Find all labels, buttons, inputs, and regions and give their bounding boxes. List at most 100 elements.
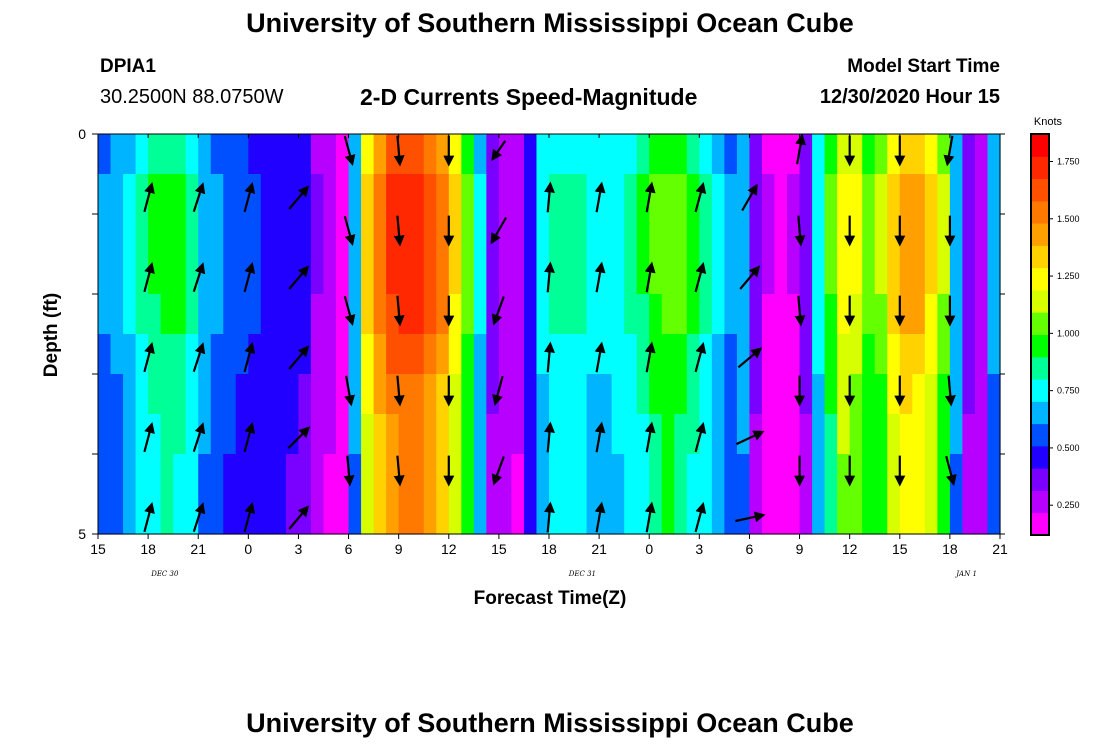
heatmap-cell — [436, 174, 450, 215]
heatmap-cell — [411, 134, 425, 175]
heatmap-cell — [461, 174, 475, 215]
heatmap-cell — [336, 214, 350, 255]
heatmap-cell — [173, 174, 187, 215]
heatmap-cell — [223, 294, 237, 335]
current-arrow — [143, 181, 155, 213]
heatmap-cell — [962, 334, 976, 375]
heatmap-cell — [899, 174, 913, 215]
heatmap-cell — [599, 334, 613, 375]
current-arrow — [490, 216, 508, 245]
heatmap-cell — [135, 414, 149, 455]
heatmap-cell — [486, 334, 500, 375]
heatmap-cell — [461, 374, 475, 415]
heatmap-cell — [987, 494, 1001, 535]
current-arrow — [594, 261, 606, 293]
heatmap-cell — [549, 414, 563, 455]
heatmap-cell — [862, 374, 876, 415]
heatmap-cell — [361, 414, 375, 455]
heatmap-cell — [837, 374, 851, 415]
heatmap-cell — [974, 494, 989, 535]
heatmap-cell — [536, 214, 550, 255]
heatmap-cell — [586, 374, 600, 415]
current-arrow — [287, 426, 311, 449]
heatmap-cell — [323, 174, 337, 215]
heatmap-cell — [887, 294, 901, 335]
heatmap-cell — [135, 134, 149, 175]
heatmap-cell — [761, 454, 776, 495]
axes: 15 18 21 0 3 6 9 12 15 18 21 0 3 6 9 12 15 18 21 DEC 30 DEC … — [78, 126, 1008, 578]
heatmap-cell — [273, 174, 287, 215]
heatmap-cell — [912, 174, 926, 215]
heatmap-cell — [686, 374, 700, 415]
heatmap-cell — [799, 414, 813, 455]
heatmap-cell — [336, 294, 350, 335]
heatmap-cell — [686, 174, 700, 215]
heatmap-cell — [711, 294, 725, 335]
heatmap-cell — [724, 494, 738, 535]
heatmap-cell — [348, 334, 362, 375]
heatmap-cell — [686, 494, 700, 535]
heatmap-cell — [574, 214, 588, 255]
heatmap-cell — [774, 454, 788, 495]
heatmap-cell — [123, 134, 137, 175]
heatmap-cell — [636, 214, 650, 255]
date-label: DEC 30 — [150, 570, 179, 578]
heatmap-cell — [699, 454, 713, 495]
heatmap-cell — [160, 294, 174, 335]
heatmap-cell — [849, 214, 863, 255]
heatmap-cell — [448, 294, 462, 335]
heatmap-cell — [736, 494, 751, 535]
heatmap-cell — [599, 134, 613, 175]
heatmap-cell — [498, 134, 513, 175]
heatmap-cell — [624, 334, 638, 375]
heatmap-cell — [323, 214, 337, 255]
heatmap-cell — [160, 254, 174, 295]
chart-title: 2-D Currents Speed-Magnitude — [360, 84, 698, 110]
heatmap-cell — [924, 134, 938, 175]
heatmap-cell — [874, 294, 888, 335]
heatmap-cell — [436, 454, 450, 495]
station-coordinates: 30.2500N 88.0750W — [100, 86, 284, 108]
heatmap-cell — [599, 294, 613, 335]
heatmap-cell — [699, 374, 713, 415]
heatmap-cell — [473, 334, 487, 375]
heatmap-cell — [486, 494, 500, 535]
heatmap-cell — [473, 374, 487, 415]
heatmap-cell — [423, 134, 437, 175]
heatmap-cell — [661, 294, 675, 335]
heatmap-cell — [874, 454, 888, 495]
heatmap-cell — [962, 134, 976, 175]
heatmap-cell — [511, 214, 525, 255]
heatmap-cell — [185, 174, 199, 215]
heatmap-cell — [837, 334, 851, 375]
heatmap-cell — [924, 254, 938, 295]
current-arrow — [192, 262, 206, 293]
heatmap-cell — [686, 294, 700, 335]
heatmap-cell — [423, 334, 437, 375]
heatmap-cell — [185, 334, 199, 375]
x-tick-label: 3 — [295, 541, 303, 557]
heatmap-cell — [962, 174, 976, 215]
heatmap-cell — [373, 214, 387, 255]
heatmap-cell — [123, 214, 137, 255]
heatmap-cell — [837, 174, 851, 215]
heatmap-cell — [536, 374, 550, 415]
heatmap-cell — [285, 374, 300, 415]
current-arrow — [943, 135, 955, 167]
heatmap-cell — [849, 414, 863, 455]
heatmap-cell — [912, 454, 926, 495]
current-arrow — [544, 421, 555, 453]
heatmap-cell — [724, 134, 738, 175]
heatmap-cell — [837, 454, 851, 495]
heatmap-cell — [812, 334, 826, 375]
heatmap-cell — [837, 294, 851, 335]
heatmap-cell — [185, 414, 199, 455]
current-arrow — [243, 501, 256, 533]
heatmap-cell — [486, 174, 500, 215]
heatmap-cell — [398, 134, 412, 175]
heatmap-cell — [486, 254, 500, 295]
heatmap-cell — [248, 134, 262, 175]
heatmap-cell — [987, 134, 1001, 175]
current-arrow — [644, 181, 656, 213]
heatmap-cell — [649, 374, 663, 415]
